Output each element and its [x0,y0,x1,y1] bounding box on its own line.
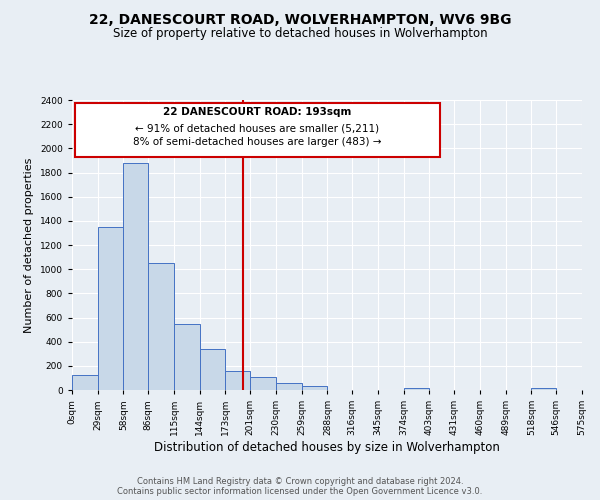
Bar [200,349,226,390]
FancyBboxPatch shape [74,103,440,157]
Bar [148,263,174,390]
Text: Size of property relative to detached houses in Wolverhampton: Size of property relative to detached ho… [113,28,487,40]
Text: Contains public sector information licensed under the Open Government Licence v3: Contains public sector information licen… [118,486,482,496]
Y-axis label: Number of detached properties: Number of detached properties [25,158,34,332]
Bar [404,388,430,390]
Text: ← 91% of detached houses are smaller (5,211): ← 91% of detached houses are smaller (5,… [136,124,379,134]
Bar [98,227,124,390]
Bar [302,386,328,390]
Bar [250,376,276,390]
Bar [174,324,200,390]
Bar [226,370,250,390]
Bar [532,388,556,390]
Bar [276,383,302,390]
Bar [72,375,98,390]
X-axis label: Distribution of detached houses by size in Wolverhampton: Distribution of detached houses by size … [154,441,500,454]
Text: 8% of semi-detached houses are larger (483) →: 8% of semi-detached houses are larger (4… [133,137,382,147]
Text: 22, DANESCOURT ROAD, WOLVERHAMPTON, WV6 9BG: 22, DANESCOURT ROAD, WOLVERHAMPTON, WV6 … [89,12,511,26]
Text: Contains HM Land Registry data © Crown copyright and database right 2024.: Contains HM Land Registry data © Crown c… [137,476,463,486]
Bar [124,163,148,390]
Text: 22 DANESCOURT ROAD: 193sqm: 22 DANESCOURT ROAD: 193sqm [163,108,352,118]
